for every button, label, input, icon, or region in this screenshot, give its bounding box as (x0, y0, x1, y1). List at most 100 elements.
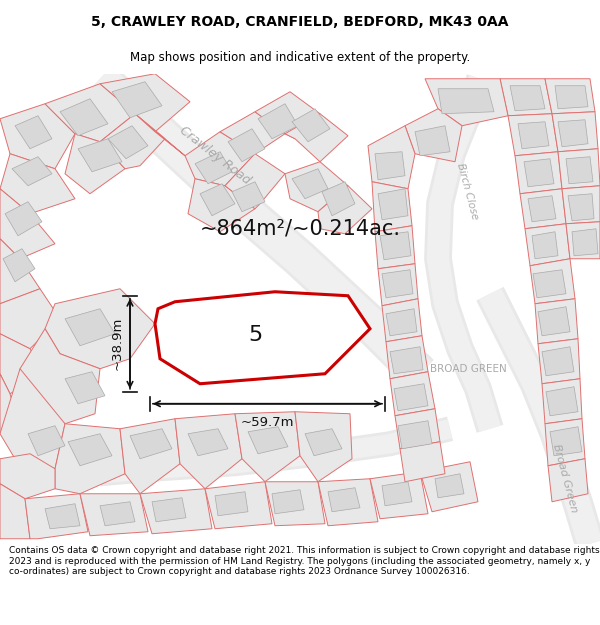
Polygon shape (0, 454, 55, 499)
Polygon shape (378, 189, 408, 220)
Polygon shape (3, 249, 35, 282)
Polygon shape (438, 89, 494, 114)
Polygon shape (195, 152, 232, 184)
Polygon shape (425, 79, 508, 126)
Polygon shape (558, 149, 600, 189)
Polygon shape (535, 299, 578, 344)
Polygon shape (382, 270, 413, 298)
Polygon shape (545, 79, 595, 114)
Polygon shape (152, 498, 186, 522)
Polygon shape (318, 479, 378, 526)
Polygon shape (382, 299, 422, 342)
Polygon shape (228, 129, 265, 162)
Polygon shape (215, 492, 248, 516)
Polygon shape (0, 369, 65, 469)
Polygon shape (532, 232, 558, 259)
Polygon shape (550, 427, 582, 456)
Polygon shape (45, 289, 155, 369)
Polygon shape (100, 74, 190, 132)
Text: 5, CRAWLEY ROAD, CRANFIELD, BEDFORD, MK43 0AA: 5, CRAWLEY ROAD, CRANFIELD, BEDFORD, MK4… (91, 15, 509, 29)
Polygon shape (420, 462, 478, 512)
Polygon shape (68, 434, 112, 466)
Polygon shape (415, 126, 450, 156)
Polygon shape (130, 429, 172, 459)
Polygon shape (120, 419, 180, 494)
Polygon shape (0, 334, 45, 394)
Polygon shape (232, 182, 265, 212)
Polygon shape (572, 229, 598, 256)
Polygon shape (135, 114, 185, 156)
Text: Birch Close: Birch Close (455, 162, 479, 221)
Polygon shape (542, 347, 574, 376)
Polygon shape (5, 202, 42, 236)
Polygon shape (28, 426, 65, 456)
Text: Map shows position and indicative extent of the property.: Map shows position and indicative extent… (130, 51, 470, 64)
Polygon shape (568, 194, 594, 221)
Polygon shape (562, 186, 600, 224)
Polygon shape (552, 112, 598, 152)
Polygon shape (525, 224, 570, 266)
Polygon shape (0, 374, 20, 434)
Polygon shape (100, 502, 135, 526)
Polygon shape (185, 132, 255, 186)
Polygon shape (175, 414, 242, 489)
Polygon shape (566, 157, 593, 184)
Polygon shape (390, 347, 423, 374)
Text: ~59.7m: ~59.7m (241, 416, 294, 429)
Text: ~864m²/~0.214ac.: ~864m²/~0.214ac. (200, 219, 401, 239)
Polygon shape (545, 419, 585, 466)
Text: Broad Green: Broad Green (551, 443, 579, 514)
Polygon shape (12, 157, 52, 186)
Text: 5: 5 (248, 324, 263, 344)
Polygon shape (112, 82, 162, 118)
Polygon shape (533, 270, 566, 298)
Polygon shape (518, 122, 549, 149)
Polygon shape (538, 339, 580, 384)
Polygon shape (558, 120, 588, 147)
Polygon shape (78, 139, 122, 172)
Polygon shape (65, 134, 125, 194)
Polygon shape (538, 307, 570, 336)
Polygon shape (322, 182, 355, 216)
Polygon shape (394, 384, 428, 411)
Polygon shape (155, 292, 370, 384)
Polygon shape (0, 154, 75, 214)
Polygon shape (140, 489, 212, 534)
Polygon shape (188, 179, 255, 232)
Polygon shape (188, 429, 228, 456)
Polygon shape (386, 309, 417, 336)
Polygon shape (285, 162, 348, 212)
Polygon shape (255, 92, 320, 139)
Polygon shape (65, 372, 105, 404)
Polygon shape (435, 474, 464, 498)
Polygon shape (524, 159, 554, 187)
Polygon shape (0, 239, 40, 304)
Polygon shape (295, 412, 352, 482)
Polygon shape (548, 459, 588, 502)
Polygon shape (0, 189, 55, 259)
Polygon shape (405, 109, 462, 162)
Polygon shape (530, 259, 575, 304)
Polygon shape (370, 472, 428, 519)
Polygon shape (108, 126, 148, 159)
Polygon shape (382, 482, 412, 506)
Polygon shape (265, 482, 325, 526)
Polygon shape (318, 186, 372, 234)
Polygon shape (100, 114, 165, 169)
Polygon shape (515, 152, 562, 194)
Polygon shape (80, 494, 148, 536)
Polygon shape (398, 421, 432, 449)
Polygon shape (20, 329, 100, 424)
Polygon shape (378, 264, 418, 306)
Polygon shape (200, 184, 235, 216)
Polygon shape (258, 104, 298, 139)
Polygon shape (500, 79, 552, 116)
Polygon shape (372, 182, 412, 232)
Polygon shape (0, 104, 75, 169)
Polygon shape (508, 114, 558, 156)
Polygon shape (380, 232, 411, 260)
Polygon shape (220, 112, 285, 154)
Polygon shape (235, 412, 300, 482)
Polygon shape (0, 289, 60, 349)
Polygon shape (555, 86, 588, 109)
